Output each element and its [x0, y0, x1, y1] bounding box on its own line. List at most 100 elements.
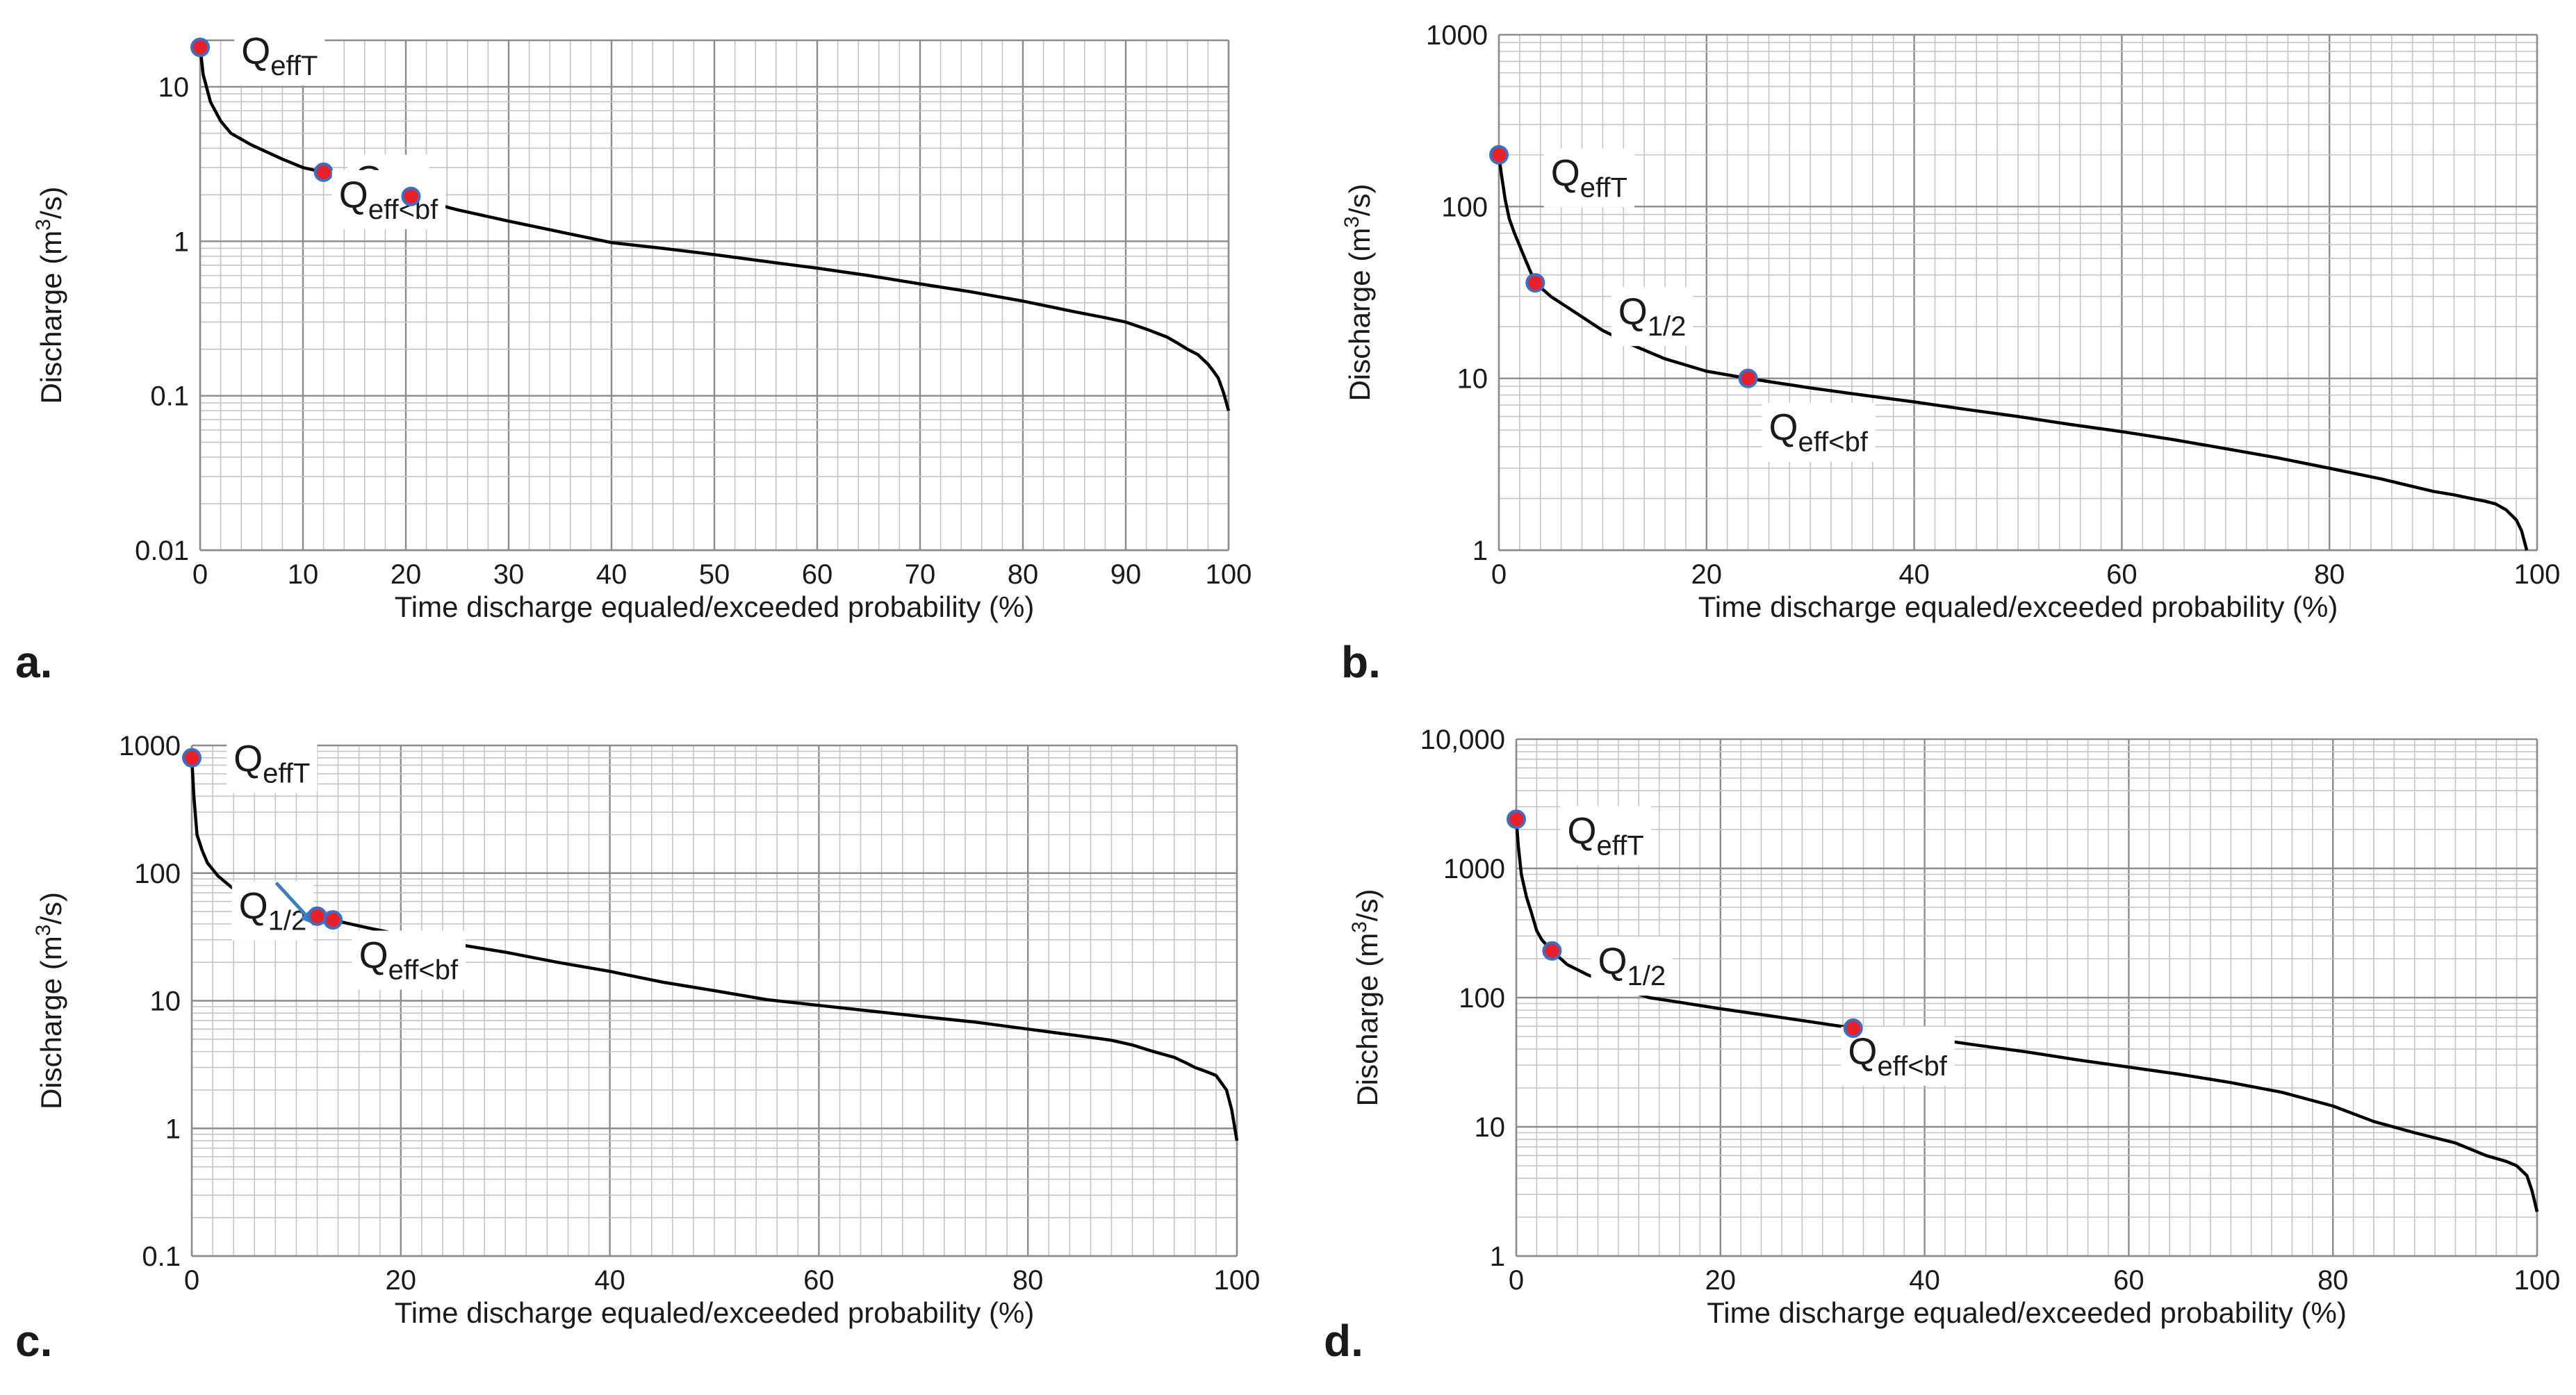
y-tick-label: 1	[1490, 1241, 1505, 1272]
x-tick-label: 40	[1909, 1265, 1940, 1296]
y-tick-label: 1000	[1426, 20, 1488, 51]
annotation-12-label: Q1/2	[239, 886, 307, 936]
annotation-effbf-label: Qeff<bf	[1848, 1031, 1947, 1082]
x-tick-label: 20	[1691, 559, 1723, 590]
y-tick-label: 100	[134, 859, 181, 889]
x-tick-label: 100	[1206, 559, 1252, 590]
y-tick-label: 1000	[119, 731, 181, 761]
marker-point	[323, 910, 343, 930]
marker-point	[401, 186, 421, 206]
y-tick-label: 10	[150, 987, 181, 1017]
annotation-efft-label: QeffT	[233, 738, 310, 789]
panel-label: a.	[15, 637, 52, 687]
x-tick-label: 0	[192, 559, 208, 590]
y-tick-label: 1	[165, 1114, 181, 1144]
annotation-background	[1560, 806, 1651, 866]
panel-label: b.	[1341, 637, 1381, 687]
grid	[190, 744, 1238, 1257]
flow-duration-curve	[198, 47, 1231, 411]
y-axis-title: Discharge (m3/s)	[32, 186, 67, 404]
x-tick-label: 80	[1008, 559, 1039, 590]
annotation-efft-label: QeffT	[1567, 810, 1643, 861]
marker-point	[190, 38, 210, 58]
marker-point	[1843, 1018, 1863, 1039]
y-tick-label: 100	[1441, 192, 1488, 222]
x-tick-label: 0	[184, 1265, 199, 1296]
marker-point	[1542, 941, 1562, 961]
y-tick-label: 1	[174, 226, 189, 257]
annotation-background	[1841, 1026, 1955, 1086]
x-tick-label: 60	[803, 1265, 835, 1296]
x-axis-title: Time discharge equaled/exceeded probabil…	[395, 591, 1035, 623]
marker-point	[1489, 145, 1509, 165]
grid	[199, 39, 1230, 552]
panel-label: c.	[15, 1316, 52, 1366]
annotation-efft-label: QeffT	[1551, 152, 1627, 203]
y-tick-label: 1	[1472, 536, 1488, 566]
marker-point	[1525, 273, 1545, 293]
x-tick-label: 20	[391, 559, 422, 590]
x-tick-label: 10	[288, 559, 319, 590]
x-tick-label: 40	[596, 559, 627, 590]
annotation-effbf-label: Qeff<bf	[1769, 407, 1868, 458]
panel-b: 0 20 40 60 80 100 1 10 100 1000 Time discharge equ…	[1340, 20, 2560, 687]
y-axis-title: Discharge (m3/s)	[32, 892, 67, 1109]
x-tick-label: 100	[2514, 559, 2561, 590]
marker-point	[307, 906, 327, 926]
annotation-background	[1611, 287, 1693, 347]
annotation-effbf-label: Qeff<bf	[339, 174, 438, 225]
annotation-background	[331, 170, 446, 229]
x-tick-label: 80	[2317, 1265, 2349, 1296]
x-tick-label: 60	[802, 559, 833, 590]
y-tick-label: 10	[1475, 1112, 1506, 1143]
x-tick-label: 0	[1491, 559, 1507, 590]
grid	[1515, 738, 2538, 1257]
x-tick-label: 30	[493, 559, 525, 590]
x-axis-title: Time discharge equaled/exceeded probabil…	[1707, 1296, 2347, 1329]
annotation-background	[1762, 402, 1876, 462]
y-tick-label: 0.01	[135, 536, 189, 566]
marker-point	[182, 748, 202, 768]
x-tick-label: 40	[1898, 559, 1930, 590]
x-tick-label: 40	[594, 1265, 625, 1296]
y-axis-title: Discharge (m3/s)	[1348, 889, 1384, 1106]
panel-c: 0 20 40 60 80 100 0.1 1 10 100 1000 Time discharge …	[15, 731, 1260, 1366]
y-tick-label: 100	[1459, 983, 1505, 1014]
annotation-background	[352, 930, 466, 990]
annotation-efft-label: QeffT	[241, 31, 318, 81]
y-tick-label: 10	[158, 72, 190, 103]
x-tick-label: 80	[1012, 1265, 1044, 1296]
marker-point	[313, 162, 334, 182]
annotation-background	[234, 26, 325, 86]
x-tick-label: 100	[2514, 1265, 2561, 1296]
x-tick-label: 70	[905, 559, 936, 590]
y-tick-label: 0.1	[150, 381, 189, 412]
annotation-background	[227, 734, 318, 793]
x-axis-title: Time discharge equaled/exceeded probabil…	[395, 1296, 1035, 1329]
y-tick-label: 10	[1457, 364, 1488, 395]
x-axis-title: Time discharge equaled/exceeded probabil…	[1698, 591, 2338, 623]
x-tick-label: 60	[2113, 1265, 2144, 1296]
panel-d: 0 20 40 60 80 100 1 10 100 1000 10,000 Time dischar…	[1324, 725, 2560, 1366]
x-tick-label: 20	[386, 1265, 417, 1296]
x-tick-label: 80	[2314, 559, 2345, 590]
y-tick-label: 0.1	[142, 1241, 181, 1272]
y-tick-label: 10,000	[1420, 725, 1505, 755]
marker-point	[1507, 809, 1526, 829]
x-tick-label: 20	[1705, 1265, 1737, 1296]
panel-label: d.	[1324, 1316, 1363, 1366]
x-tick-label: 50	[699, 559, 730, 590]
x-tick-label: 90	[1110, 559, 1142, 590]
x-tick-label: 0	[1509, 1265, 1524, 1296]
annotation-background	[1543, 148, 1634, 208]
annotation-effbf-label: Qeff<bf	[359, 935, 459, 986]
panel-a: 0 10 20 30 40 50 60 70 80 90 100 0.01 0.1 1 10 Time dis…	[15, 26, 1252, 687]
x-tick-label: 60	[2106, 559, 2138, 590]
annotation-12-label: Q1/2	[1598, 941, 1666, 991]
annotation-background	[1591, 936, 1673, 996]
annotation-12-label: Q1/2	[1618, 291, 1687, 342]
y-tick-label: 1000	[1443, 854, 1505, 884]
marker-point	[1738, 368, 1758, 388]
y-axis-title: Discharge (m3/s)	[1340, 183, 1376, 401]
